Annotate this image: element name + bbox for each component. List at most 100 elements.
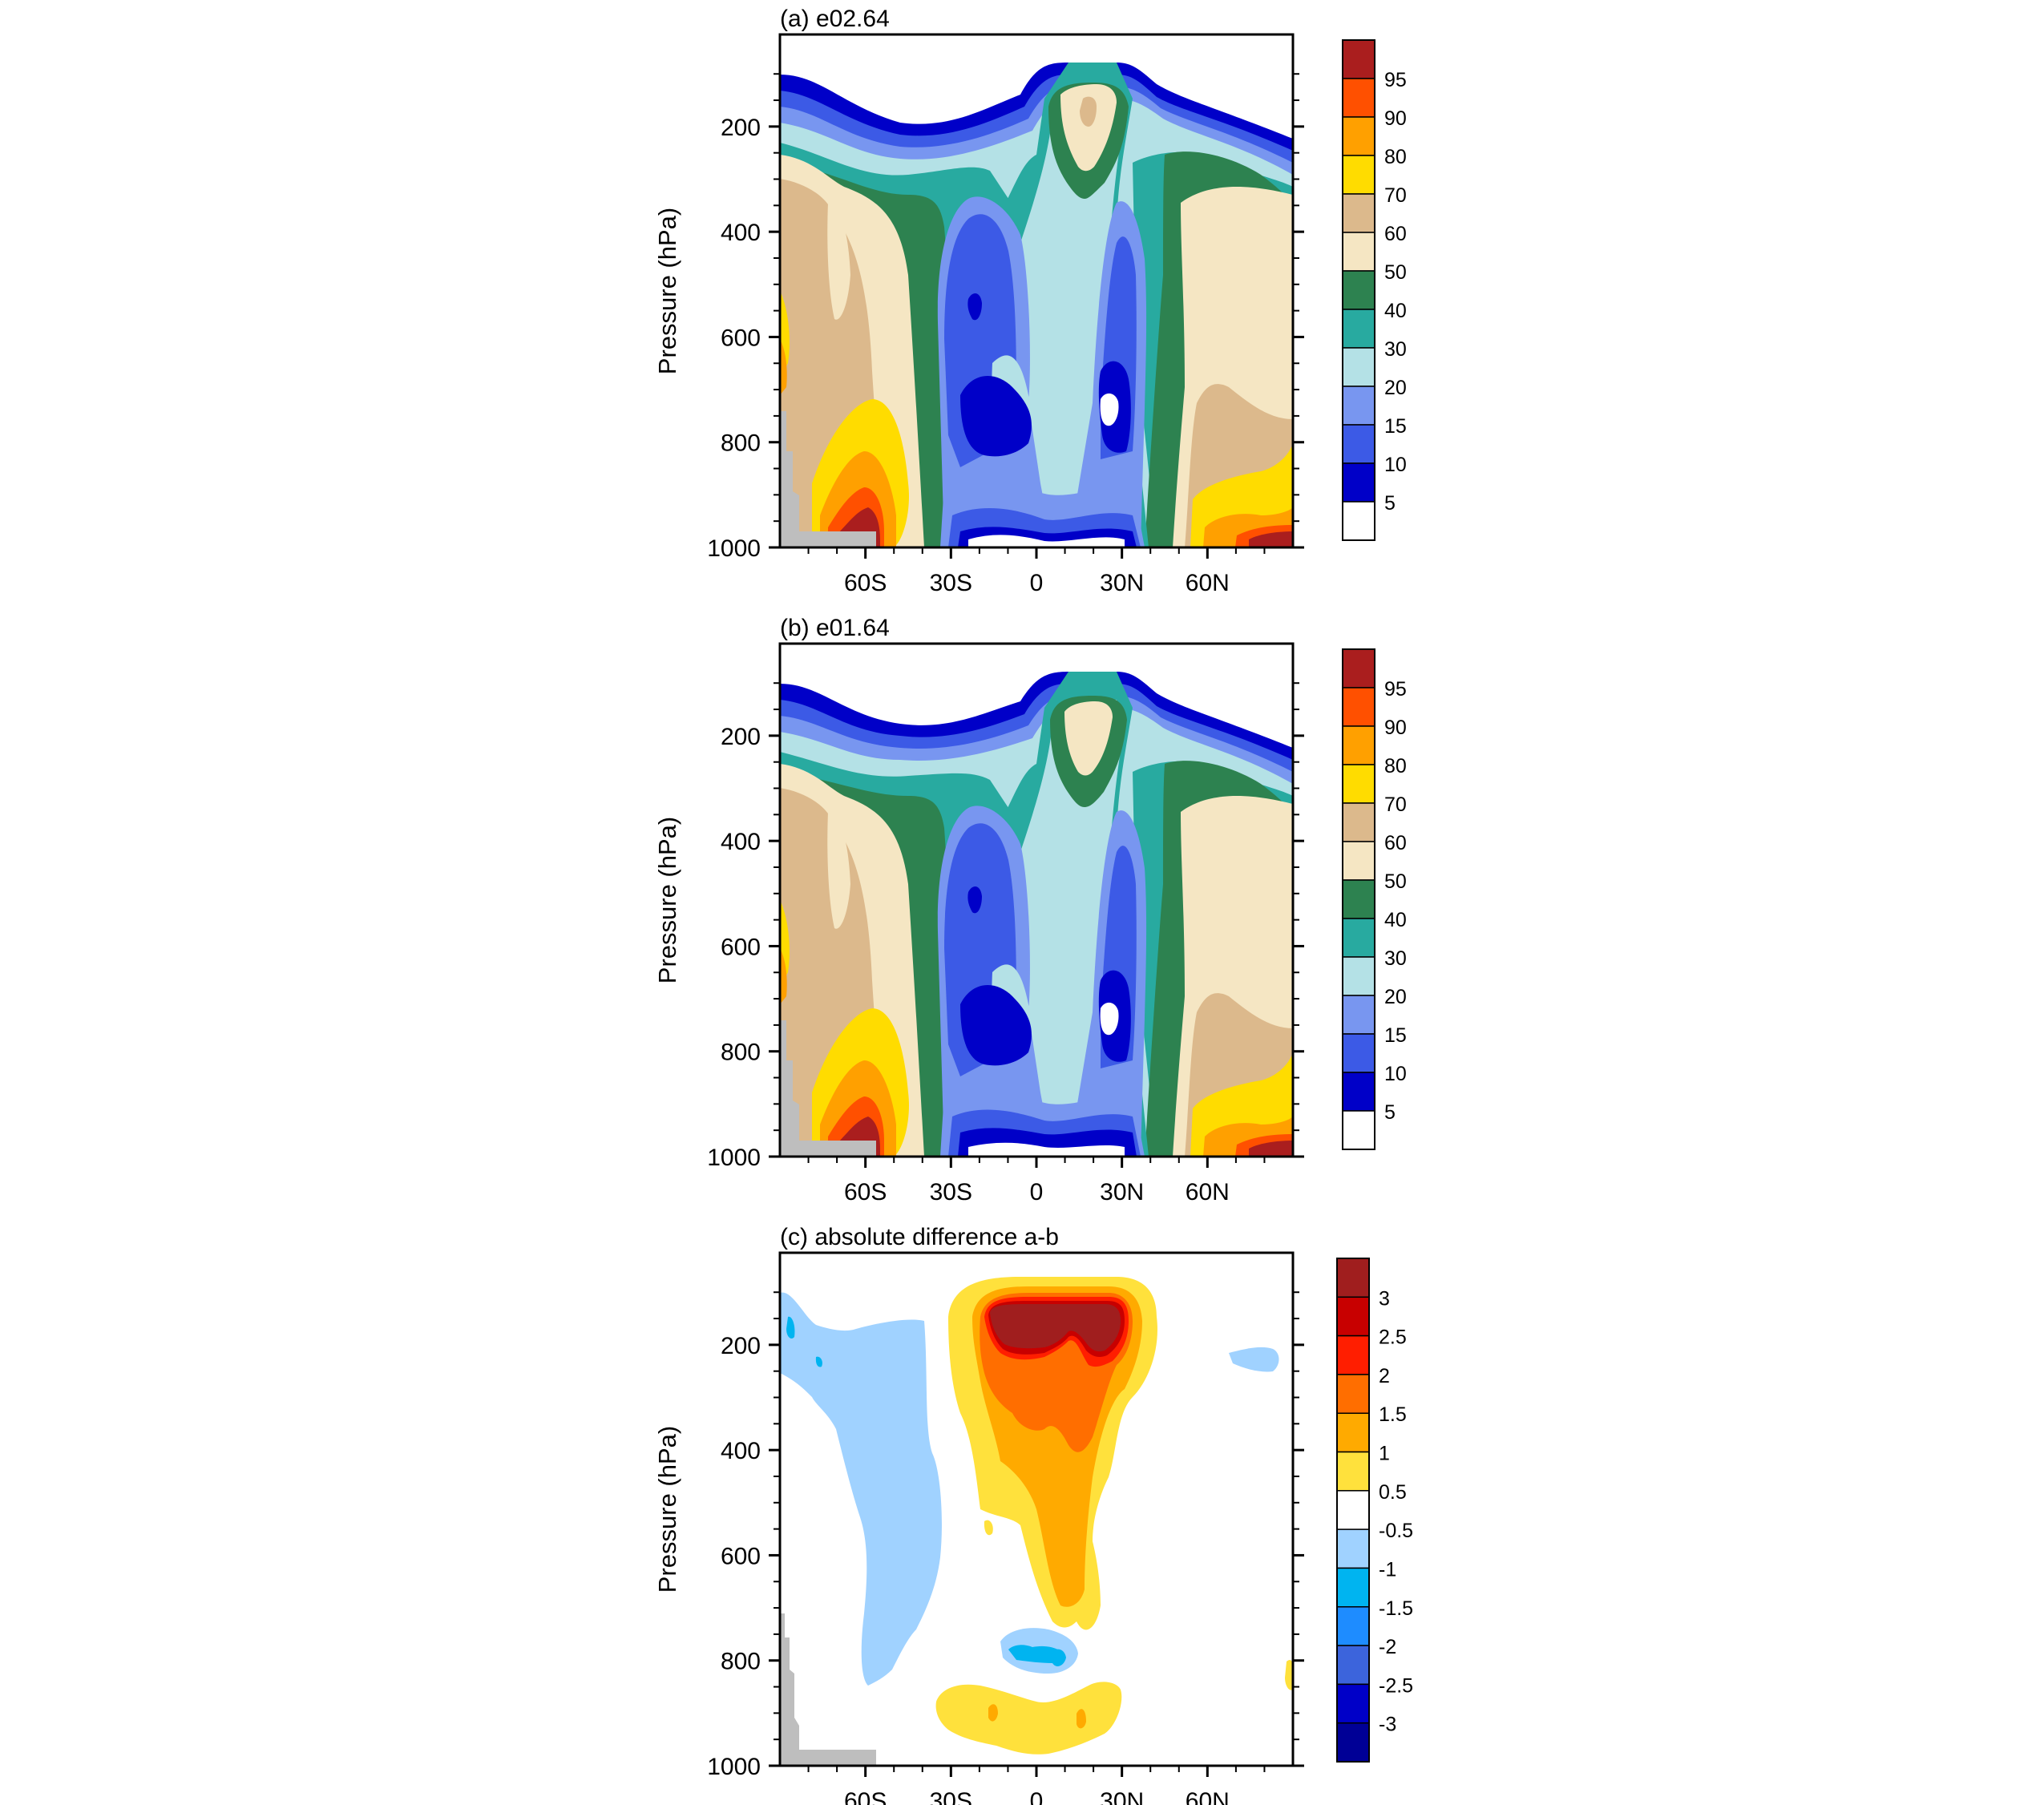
colorbar-swatch (1342, 270, 1375, 310)
colorbar-swatch (1342, 155, 1375, 195)
contour-field (780, 644, 1293, 1157)
colorbar-swatch (1342, 1072, 1375, 1112)
colorbar-c: 3 2.5 2 1.5 1 0.5 -0.5 -1 -1.5 -2 -2.5 -3 (1336, 1258, 1413, 1763)
panel-title: (c) absolute difference a-b (780, 1224, 1059, 1250)
colorbar-swatch (1342, 802, 1375, 842)
y-tick-label: 600 (721, 325, 761, 351)
colorbar-label: 10 (1384, 454, 1407, 476)
colorbar-b: 95 90 80 70 60 50 40 30 20 15 10 5 (1342, 648, 1407, 1150)
panel-b: (b) e01.64 (653, 615, 1304, 1205)
colorbar-frame (1336, 1258, 1370, 1763)
colorbar-label: 0.5 (1379, 1481, 1407, 1504)
y-axis-label: Pressure (hPa) (653, 208, 681, 374)
colorbar-swatch (1342, 1033, 1375, 1073)
y-tick-label: 600 (721, 934, 761, 960)
colorbar-swatch (1342, 193, 1375, 233)
panel-title: (b) e01.64 (780, 615, 890, 641)
contour-field (780, 1253, 1293, 1766)
colorbar-label: 50 (1384, 870, 1407, 893)
colorbar-swatch (1342, 386, 1375, 426)
x-tick-label: 30S (930, 1788, 972, 1805)
colorbar-swatch (1342, 232, 1375, 272)
colorbar-swatch (1336, 1296, 1370, 1337)
colorbar-label: 70 (1384, 184, 1407, 207)
colorbar-swatch (1336, 1335, 1370, 1375)
colorbar-swatch (1336, 1374, 1370, 1414)
x-tick-label: 30N (1100, 1179, 1144, 1205)
colorbar-a: 95 90 80 70 60 50 40 30 20 15 10 5 (1342, 39, 1407, 541)
colorbar-label: 80 (1384, 146, 1407, 168)
colorbar-swatch (1342, 347, 1375, 387)
colorbar-swatch (1336, 1567, 1370, 1608)
x-tick-label: 60S (844, 570, 887, 596)
x-tick-label: 0 (1030, 570, 1044, 596)
colorbar-swatch (1336, 1606, 1370, 1646)
colorbar-swatch (1336, 1528, 1370, 1569)
colorbar-label: 20 (1384, 986, 1407, 1008)
x-tick-label: 30S (930, 570, 972, 596)
colorbar-label: 95 (1384, 69, 1407, 91)
colorbar-swatch (1342, 879, 1375, 919)
colorbar-swatch (1342, 764, 1375, 804)
colorbar-swatch (1336, 1722, 1370, 1763)
colorbar-label: 30 (1384, 338, 1407, 361)
y-tick-label: 200 (721, 115, 761, 141)
x-tick-label: 30S (930, 1179, 972, 1205)
colorbar-label: -2 (1379, 1636, 1396, 1658)
y-tick-label: 1000 (707, 535, 761, 562)
colorbar-swatch (1342, 78, 1375, 118)
colorbar-label: 50 (1384, 261, 1407, 284)
colorbar-label: 10 (1384, 1063, 1407, 1085)
colorbar-swatch (1342, 39, 1375, 79)
colorbar-swatch (1336, 1258, 1370, 1298)
y-tick-label: 400 (721, 1438, 761, 1464)
y-tick-label: 200 (721, 724, 761, 750)
colorbar-swatch (1342, 501, 1375, 541)
colorbar-swatch (1342, 725, 1375, 765)
colorbar-swatch (1342, 687, 1375, 727)
y-tick-label: 600 (721, 1543, 761, 1569)
colorbar-label: -3 (1379, 1714, 1396, 1736)
colorbar-label: 30 (1384, 947, 1407, 970)
colorbar-swatch (1342, 462, 1375, 503)
colorbar-label: 2.5 (1379, 1326, 1407, 1349)
y-axis-label: Pressure (hPa) (653, 1426, 681, 1593)
colorbar-swatch (1342, 424, 1375, 464)
colorbar-swatch (1336, 1645, 1370, 1686)
colorbar-label: 1.5 (1379, 1403, 1407, 1426)
y-tick-label: 400 (721, 220, 761, 246)
y-tick-label: 800 (721, 430, 761, 457)
colorbar-label: -1.5 (1379, 1597, 1413, 1620)
y-tick-label: 1000 (707, 1145, 761, 1171)
colorbar-label: 5 (1384, 1101, 1396, 1124)
colorbar-label: 20 (1384, 377, 1407, 399)
colorbar-frame (1342, 648, 1375, 1150)
colorbar-swatch (1336, 1490, 1370, 1530)
colorbar-label: 90 (1384, 107, 1407, 130)
colorbar-swatch (1342, 1110, 1375, 1150)
x-tick-label: 30N (1100, 570, 1144, 596)
colorbar-frame (1342, 39, 1375, 541)
x-tick-label: 60N (1186, 1788, 1230, 1805)
y-tick-label: 400 (721, 829, 761, 855)
panel-a: (a) e02.64 (653, 6, 1304, 596)
x-tick-label: 30N (1100, 1788, 1144, 1805)
colorbar-label: 5 (1384, 492, 1396, 515)
x-tick-label: 60S (844, 1788, 887, 1805)
colorbar-label: 95 (1384, 678, 1407, 701)
colorbar-label: 2 (1379, 1365, 1390, 1387)
colorbar-swatch (1342, 841, 1375, 881)
y-tick-label: 800 (721, 1649, 761, 1675)
colorbar-label: 15 (1384, 415, 1407, 438)
x-tick-label: 60N (1186, 570, 1230, 596)
colorbar-swatch (1342, 309, 1375, 349)
colorbar-label: 40 (1384, 300, 1407, 322)
x-tick-label: 60N (1186, 1179, 1230, 1205)
colorbar-swatch (1342, 995, 1375, 1035)
panel-title: (a) e02.64 (780, 6, 890, 32)
x-tick-label: 0 (1030, 1179, 1044, 1205)
x-tick-label: 0 (1030, 1788, 1044, 1805)
colorbar-label: -1 (1379, 1558, 1396, 1581)
x-tick-label: 60S (844, 1179, 887, 1205)
colorbar-swatch (1342, 116, 1375, 156)
